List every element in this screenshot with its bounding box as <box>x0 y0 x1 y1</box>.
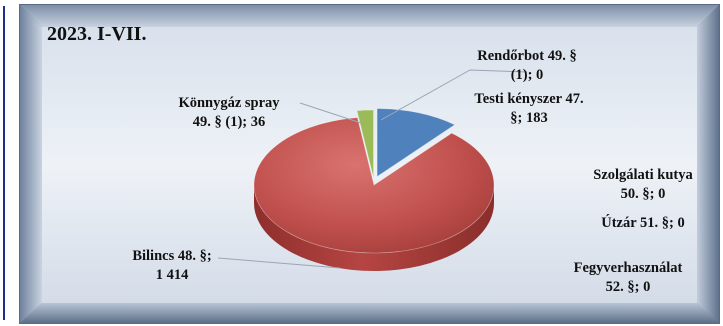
pie-slice-konnygaz-spray-49-1 <box>356 109 374 179</box>
data-label-utzar-51: Útzár 51. §; 0 <box>601 214 685 231</box>
data-label-fegyverhasznalat-52: Fegyverhasználat 52. §; 0 <box>574 260 683 295</box>
data-label-line: Rendőrbot 49. § <box>477 48 577 64</box>
leader-lines <box>217 69 528 269</box>
pie-side-bilincs-48 <box>254 185 494 271</box>
data-label-line: Könnygáz spray <box>178 95 280 111</box>
data-label-line: Fegyverhasználat <box>574 260 683 276</box>
data-label-line: (1); 0 <box>511 67 544 83</box>
data-label-line: Bilincs 48. §; <box>132 248 211 264</box>
data-label-line: 49. § (1); 36 <box>193 114 266 130</box>
pie-chart <box>253 108 495 271</box>
data-label-rendorbot-49-1: Rendőrbot 49. § (1); 0 <box>477 48 577 83</box>
data-label-konnygaz-spray-49-1: Könnygáz spray 49. § (1); 36 <box>178 95 280 130</box>
data-label-testi-kenyszer-47: Testi kényszer 47. §; 183 <box>474 91 583 126</box>
data-label-line: Útzár 51. §; 0 <box>601 214 685 231</box>
leader-line-rendorbot-49-1 <box>380 69 528 121</box>
plot-panel <box>19 4 720 324</box>
pie-slice-bilincs-48 <box>253 117 495 254</box>
data-label-line: Szolgálati kutya <box>593 167 693 183</box>
data-label-line: 52. §; 0 <box>606 279 651 295</box>
data-label-line: 50. §; 0 <box>621 186 666 202</box>
data-labels: Rendőrbot 49. § (1); 0 Testi kényszer 47. §… <box>132 48 693 295</box>
leader-line-bilincs-48 <box>217 257 341 269</box>
chart-title: 2023. I-VII. <box>47 23 146 45</box>
data-label-line: §; 183 <box>510 110 547 126</box>
data-label-line: 1 414 <box>156 267 189 283</box>
data-label-line: Testi kényszer 47. <box>474 91 583 107</box>
data-label-bilincs-48: Bilincs 48. §; 1 414 <box>132 248 211 283</box>
pie-slice-testi-kenyszer-47 <box>376 108 456 178</box>
data-label-szolgalati-kutya-50: Szolgálati kutya 50. §; 0 <box>593 167 693 202</box>
leader-line-konnygaz-spray-49-1 <box>299 102 365 125</box>
